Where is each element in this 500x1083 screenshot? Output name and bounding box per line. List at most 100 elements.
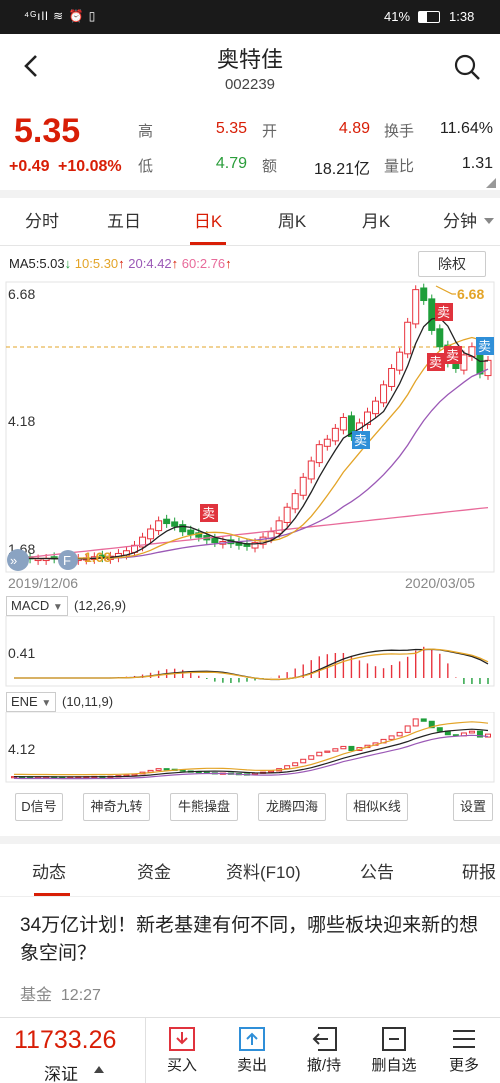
candle (147, 528, 155, 540)
sell-button[interactable]: 卖出 (220, 1018, 284, 1083)
status-bar: ⁴ᴳıll ≋ ⏰ ▯ 41% 1:38 (0, 0, 500, 34)
candle (195, 532, 203, 538)
divider (0, 896, 500, 897)
battery-icon (418, 11, 440, 23)
divider (0, 190, 500, 198)
candle (372, 400, 380, 415)
ma-legend: MA5:5.03↓ 10:5.30↑ 20:4.42↑ 60:2.76↑ (9, 256, 232, 271)
ene-candle (163, 768, 170, 771)
menu-icon (453, 1030, 475, 1048)
remove-watchlist-label: 删自选 (371, 1057, 417, 1074)
sell-marker[interactable]: 卖 (476, 337, 494, 355)
svg-text:F: F (63, 553, 71, 568)
dragon-button[interactable]: 龙腾四海 (258, 793, 326, 821)
ene-candle (485, 733, 491, 738)
ene-candle (292, 762, 299, 767)
turnover-value: 11.64% (439, 120, 493, 137)
news-title[interactable]: 34万亿计划！新老基建有何不同，哪些板块迎来新的想象空间？ (20, 915, 479, 964)
tab-monthly-k[interactable]: 月K (361, 212, 391, 231)
news-time: 12:27 (60, 987, 101, 1004)
sell-marker[interactable]: 卖 (435, 303, 453, 321)
collapse-icon[interactable]: » (7, 549, 29, 571)
dropdown-icon[interactable] (484, 218, 494, 224)
price-change: +0.49 (9, 158, 50, 175)
candle (428, 298, 436, 331)
active-tab-underline (190, 242, 226, 245)
remove-watchlist-button[interactable]: 删自选 (362, 1018, 426, 1083)
cancel-hold-button[interactable]: 撤/持 (292, 1018, 356, 1083)
index-ticker[interactable]: 11733.26 深证 (0, 1018, 146, 1083)
ene-chart[interactable]: 4.12 (0, 712, 500, 784)
ene-candles (11, 718, 491, 779)
magic-nine-button[interactable]: 神奇九转 (83, 793, 150, 821)
macd-selector[interactable]: MACD ▼ (6, 596, 68, 616)
tab-timeshare[interactable]: 分时 (25, 212, 59, 231)
tab-announcement[interactable]: 公告 (360, 863, 394, 882)
candle (307, 460, 315, 480)
current-price: 5.35 (14, 112, 81, 150)
ene-candle (468, 730, 475, 734)
low-label: 低 (138, 158, 154, 175)
index-name: 深证 (44, 1065, 78, 1083)
candle (339, 416, 347, 431)
f-badge-icon[interactable]: F (58, 550, 78, 570)
vol-ratio-label: 量比 (384, 158, 415, 175)
candle (283, 506, 291, 523)
ma60-label: 60:2.76 (181, 256, 226, 271)
sell-marker[interactable]: 卖 (427, 353, 445, 371)
dropdown-icon: ▼ (41, 698, 52, 709)
ma5-line (13, 317, 489, 560)
battery-percent: 41% (384, 9, 411, 24)
settings-button[interactable]: 设置 (453, 793, 493, 821)
ene-selector[interactable]: ENE ▼ (6, 692, 56, 712)
more-label: 更多 (448, 1057, 479, 1074)
ene-candle (324, 750, 331, 753)
buy-button[interactable]: 买入 (150, 1018, 214, 1083)
ene-candle (404, 725, 411, 733)
tab-minute[interactable]: 分钟 (443, 212, 477, 231)
sell-marker[interactable]: 卖 (352, 431, 370, 449)
tab-funds[interactable]: 资金 (137, 863, 171, 882)
tab-weekly-k[interactable]: 周K (277, 212, 307, 231)
bull-bear-button[interactable]: 牛熊操盘 (170, 793, 238, 821)
adjust-button[interactable]: 除权 (418, 251, 486, 277)
macd-frame (5, 616, 495, 687)
sell-marker[interactable]: 卖 (444, 346, 462, 364)
turnover-label: 换手 (384, 123, 415, 140)
caret-up-icon (94, 1066, 104, 1073)
header: 奥特佳 002239 (0, 34, 500, 102)
tab-daily-k[interactable]: 日K (193, 212, 223, 231)
candle (396, 351, 404, 371)
sell-marker-text: 卖 (202, 506, 215, 521)
candle (331, 427, 339, 442)
vol-ratio-value: 1.31 (461, 155, 493, 172)
kline-chart[interactable]: 6.68 1.68 6.68 4.18 1.68 2019/12/06 2020… (0, 280, 500, 595)
news-source: 基金 (20, 987, 53, 1004)
ene-candle (155, 768, 162, 771)
max-pointer (435, 285, 456, 295)
candle (315, 444, 323, 464)
ene-candle (308, 755, 315, 760)
ene-candle (316, 751, 323, 757)
tab-f10[interactable]: 资料(F10) (226, 863, 301, 882)
d-signal-button[interactable]: D信号 (15, 793, 63, 821)
macd-chart[interactable]: 0.41 (0, 616, 500, 688)
search-icon[interactable] (452, 52, 482, 82)
tab-reports[interactable]: 研报 (462, 863, 496, 882)
more-button[interactable]: 更多 (432, 1018, 496, 1083)
candle (323, 438, 331, 447)
expand-corner-icon[interactable] (486, 178, 496, 188)
ene-candle (428, 720, 435, 729)
tab-five-day[interactable]: 五日 (107, 212, 141, 231)
ene-candle (332, 748, 339, 752)
quote-panel: 5.35 +0.49 +10.08% 高 5.35 开 4.89 换手 11.6… (0, 102, 500, 190)
sell-marker-text: 卖 (437, 305, 450, 320)
tab-news[interactable]: 动态 (32, 863, 66, 882)
similar-k-button[interactable]: 相似K线 (346, 793, 408, 821)
sell-marker[interactable]: 卖 (200, 504, 218, 522)
ene-mid-line (13, 728, 489, 778)
sell-marker-text: 卖 (478, 339, 491, 354)
back-icon[interactable] (18, 52, 46, 80)
up-arrow-icon: ↑ (171, 256, 179, 271)
ma20-label: 20:4.42 (128, 256, 172, 271)
